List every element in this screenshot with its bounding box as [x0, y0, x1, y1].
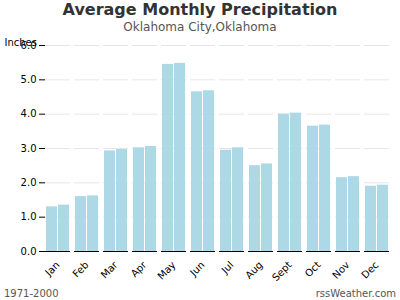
svg-text:Feb: Feb	[70, 259, 90, 279]
svg-text:2.0: 2.0	[21, 177, 37, 188]
svg-text:Oct: Oct	[303, 259, 323, 279]
svg-text:Dec: Dec	[359, 259, 380, 280]
svg-text:3.0: 3.0	[21, 143, 37, 154]
html-text:1971-2000: 1971-2000	[4, 288, 59, 299]
svg-text:Nov: Nov	[330, 259, 352, 281]
svg-text:0.0: 0.0	[21, 246, 37, 257]
svg-text:Jul: Jul	[219, 259, 236, 276]
html-text:rssWeather.com: rssWeather.com	[315, 288, 396, 299]
svg-text:Sept: Sept	[270, 259, 294, 283]
svg-text:1.0: 1.0	[21, 211, 37, 222]
svg-text:5.0: 5.0	[21, 74, 37, 85]
svg-text:Inches: Inches	[5, 37, 38, 48]
svg-text:Jan: Jan	[42, 259, 61, 278]
html-text:Oklahoma City,Oklahoma: Oklahoma City,Oklahoma	[123, 20, 277, 34]
html-text:Average Monthly Precipitation: Average Monthly Precipitation	[62, 0, 338, 19]
svg-text:4.0: 4.0	[21, 108, 37, 119]
svg-text:Mar: Mar	[99, 259, 121, 281]
svg-text:May: May	[155, 259, 177, 281]
svg-text:Apr: Apr	[129, 259, 150, 280]
svg-text:Aug: Aug	[243, 259, 265, 281]
svg-text:Jun: Jun	[187, 259, 207, 279]
